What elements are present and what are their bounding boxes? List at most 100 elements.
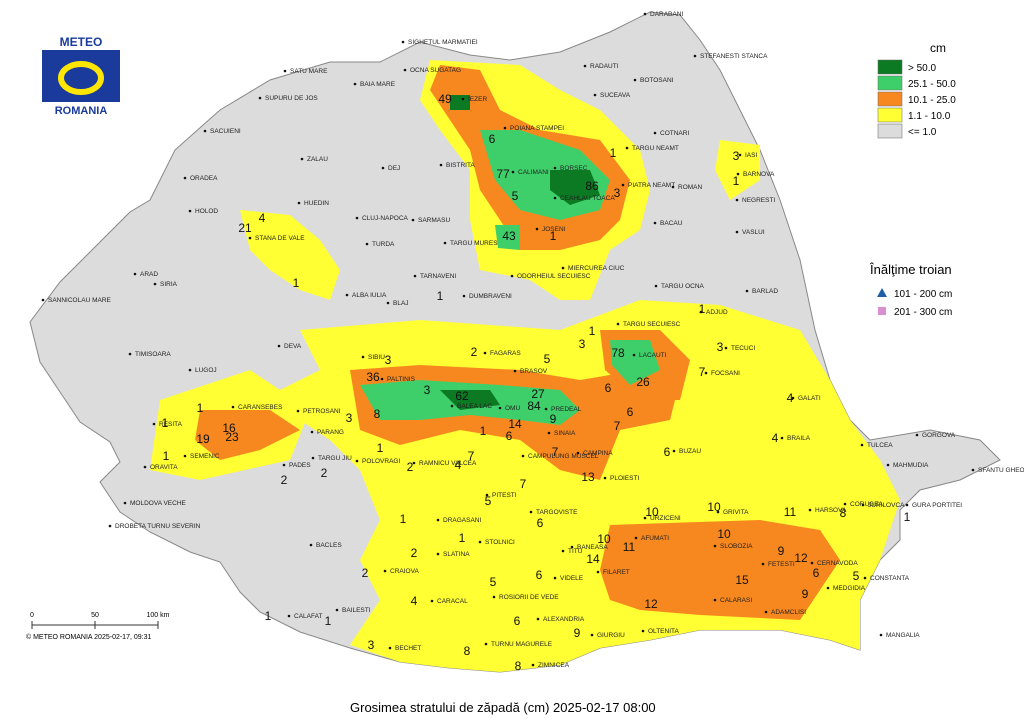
snow-reading: 6: [489, 132, 496, 146]
snow-reading: 1: [265, 609, 272, 623]
city-label: BARNOVA: [743, 171, 775, 178]
city-dot: [309, 543, 313, 547]
city-label: TITU: [568, 548, 583, 555]
city-dot: [510, 274, 514, 278]
city-dot: [439, 163, 443, 167]
city-label: GURA PORTITEI: [912, 502, 962, 509]
snow-reading: 1: [733, 174, 740, 188]
snow-reading: 10: [597, 532, 611, 546]
city-dot: [905, 503, 909, 507]
city-label: BARLAD: [752, 288, 778, 295]
snow-reading: 6: [627, 405, 634, 419]
snow-reading: 5: [544, 352, 551, 366]
snow-zone: [240, 210, 340, 300]
logo: METEO ROMANIA: [42, 35, 120, 117]
city-label: CARACAL: [437, 598, 468, 605]
city-dot: [915, 433, 919, 437]
snow-reading: 5: [512, 189, 519, 203]
city-dot: [593, 93, 597, 97]
snow-reading: 36: [366, 370, 380, 384]
snow-reading: 1: [163, 449, 170, 463]
city-label: SEMENIC: [190, 453, 220, 460]
city-dot: [553, 576, 557, 580]
city-dot: [361, 355, 365, 359]
city-label: CALARASI: [720, 597, 752, 604]
snow-reading: 26: [636, 375, 650, 389]
city-label: BLAJ: [393, 300, 409, 307]
snow-reading: 7: [468, 449, 475, 463]
city-dot: [483, 351, 487, 355]
snow-reading: 1: [162, 416, 169, 430]
snow-reading: 13: [581, 470, 595, 484]
city-label: SANNICOLAU MARE: [48, 297, 112, 304]
city-label: CRAIOVA: [390, 568, 419, 575]
snow-reading: 4: [455, 458, 462, 472]
snow-reading: 7: [520, 477, 527, 491]
city-dot: [716, 510, 720, 514]
snow-reading: 15: [735, 573, 749, 587]
snow-zone: [600, 520, 840, 620]
city-dot: [450, 404, 454, 408]
city-dot: [388, 646, 392, 650]
city-dot: [761, 562, 765, 566]
city-label: PLOIESTI: [610, 475, 639, 482]
scale-bar: [31, 621, 159, 629]
city-dot: [355, 216, 359, 220]
city-label: CALIMANI: [518, 169, 549, 176]
snow-zones: [150, 60, 900, 672]
city-label: HARSOVA: [815, 507, 847, 514]
city-label: SLOBOZIA: [720, 543, 753, 550]
snow-reading: 1: [400, 512, 407, 526]
city-label: DROBETA TURNU SEVERIN: [115, 523, 201, 530]
snow-zone: [550, 170, 600, 205]
city-dot: [843, 502, 847, 506]
city-label: HUEDIN: [304, 200, 329, 207]
city-label: ROSIORII DE VEDE: [499, 594, 559, 601]
city-dot: [310, 430, 314, 434]
snow-reading: 7: [699, 365, 706, 379]
city-label: TIMISOARA: [135, 351, 171, 358]
snow-reading: 8: [840, 506, 847, 520]
city-label: LUGOJ: [195, 367, 217, 374]
city-label: FETESTI: [768, 561, 795, 568]
city-label: RESITA: [159, 421, 183, 428]
city-dot: [616, 322, 620, 326]
snow-reading: 11: [784, 505, 797, 519]
snow-reading: 1: [480, 424, 487, 438]
city-label: COTNARI: [660, 130, 689, 137]
snow-reading: 8: [515, 659, 522, 673]
snow-reading: 3: [346, 411, 353, 425]
city-label: ROMAN: [678, 184, 703, 191]
snow-reading: 86: [585, 179, 599, 193]
city-label: SIBIU: [368, 354, 385, 361]
city-dot: [128, 352, 132, 356]
city-label: SUCEAVA: [600, 92, 631, 99]
city-label: RAMNICU VALCEA: [419, 460, 477, 467]
caption: Grosimea stratului de zăpadă (cm) 2025-0…: [350, 700, 656, 715]
city-dot: [296, 409, 300, 413]
snow-reading: 5: [853, 569, 860, 583]
city-label: CARANSEBES: [238, 404, 283, 411]
city-label: MAHMUDIA: [893, 462, 929, 469]
city-label: ARAD: [140, 271, 158, 278]
snow-zone: [440, 390, 500, 410]
city-dot: [300, 157, 304, 161]
city-dot: [671, 185, 675, 189]
snow-reading: 3: [424, 383, 431, 397]
snow-reading: 1: [325, 614, 332, 628]
city-label: TARGU MURES: [450, 240, 498, 247]
drift-symbol: [877, 288, 887, 297]
city-label: LACAUTI: [639, 352, 667, 359]
logo-text: ROMANIA: [55, 105, 108, 117]
city-dot: [133, 272, 137, 276]
city-dot: [485, 493, 489, 497]
city-label: MOLDOVA VECHE: [130, 500, 187, 507]
city-dot: [380, 377, 384, 381]
city-dot: [653, 221, 657, 225]
city-dot: [436, 518, 440, 522]
city-dot: [860, 443, 864, 447]
city-dot: [386, 301, 390, 305]
city-label: DEVA: [284, 343, 302, 350]
city-label: POLOVRAGI: [362, 458, 400, 465]
city-label: URZICENI: [650, 515, 681, 522]
